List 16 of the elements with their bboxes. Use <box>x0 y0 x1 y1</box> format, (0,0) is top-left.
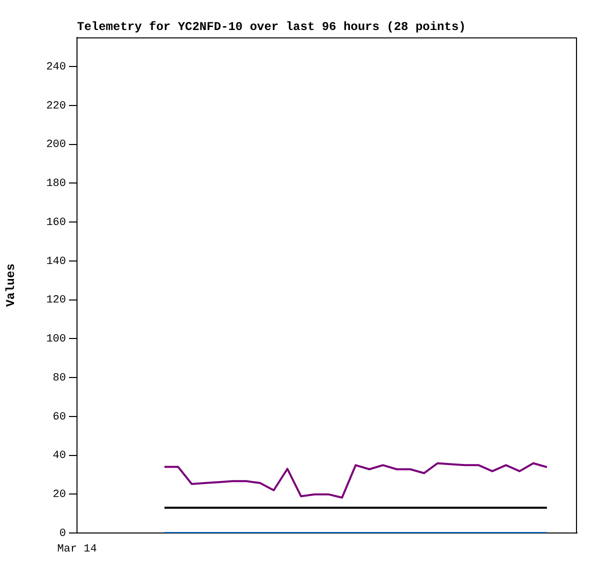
y-tick-label: 220 <box>46 100 66 112</box>
y-tick-label: 100 <box>46 334 66 346</box>
y-tick-label: 0 <box>59 528 66 540</box>
y-tick-label: 60 <box>52 411 66 424</box>
y-tick-label: 20 <box>52 489 66 502</box>
y-tick-label: 240 <box>46 61 66 74</box>
text: Mar 14 <box>57 543 98 556</box>
y-tick-label: 180 <box>46 178 66 190</box>
chart-title: Telemetry for YC2NFD-10 over last 96 hours (28 points) <box>77 20 466 34</box>
y-tick-label: 200 <box>46 139 66 152</box>
y-tick-label: 40 <box>52 450 66 462</box>
y-tick-label: 140 <box>46 256 66 268</box>
y-tick-label: 160 <box>46 216 66 229</box>
y-tick-label: 120 <box>46 294 66 307</box>
y-tick-label: 80 <box>52 372 66 384</box>
y-axis-title: Values <box>4 264 18 307</box>
